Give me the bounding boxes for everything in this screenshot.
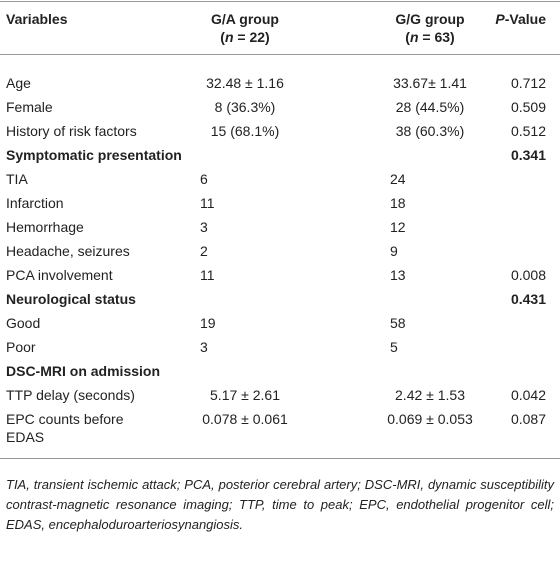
cell: 12 <box>390 218 406 235</box>
table-header: Variables G/A group (n = 22) G/G group (n … <box>0 1 560 55</box>
header-text: G/G group <box>395 11 465 27</box>
cell: 0.042 <box>510 386 546 403</box>
section-label: Neurological status <box>6 290 136 307</box>
cell: TTP delay (seconds) <box>6 386 135 403</box>
header-row: Variables G/A group (n = 22) G/G group (n … <box>0 1 560 55</box>
cell: 13 <box>390 266 406 283</box>
data-table: Variables G/A group (n = 22) G/G group (n … <box>0 1 560 459</box>
cell: 0.512 <box>510 122 546 139</box>
cell: EPC counts before EDAS <box>0 407 185 459</box>
header-cell: P-Value <box>490 2 560 55</box>
cell: 5 <box>390 338 398 355</box>
header-text: = 63) <box>418 29 455 45</box>
header-text: -Value <box>504 11 546 27</box>
row: History of risk factors 15 (68.1%) 38 (60.… <box>0 119 560 143</box>
cell: 15 (68.1%) <box>210 122 280 139</box>
cell: Headache, seizures <box>6 242 130 259</box>
table-body: Age 32.48 ± 1.16 33.67± 1.41 0.712 Female 8 … <box>0 55 560 459</box>
cell: 18 <box>390 194 406 211</box>
cell: 0.087 <box>510 410 546 427</box>
cell: 28 (44.5%) <box>395 98 465 115</box>
cell: History of risk factors <box>6 122 137 139</box>
cell: 0.431 <box>510 290 546 307</box>
cell: 19 <box>200 314 216 331</box>
cell: 3 <box>200 218 208 235</box>
row: TTP delay (seconds) 5.17 ± 2.61 2.42 ± 1.5… <box>0 383 560 407</box>
cell: 9 <box>390 242 398 259</box>
row: Good 19 58 <box>0 311 560 335</box>
cell: 11 <box>200 266 215 283</box>
header-text: ( <box>405 29 410 45</box>
row: Age 32.48 ± 1.16 33.67± 1.41 0.712 <box>0 55 560 95</box>
cell: 38 (60.3%) <box>395 122 465 139</box>
section-label: Symptomatic presentation <box>6 146 182 163</box>
row: Headache, seizures 2 9 <box>0 239 560 263</box>
section-row: Neurological status 0.431 <box>0 287 560 311</box>
cell: Poor <box>6 338 36 355</box>
cell: 0.008 <box>510 266 546 283</box>
cell: PCA involvement <box>6 266 113 283</box>
cell: 11 <box>200 194 215 211</box>
cell: 2.42 ± 1.53 <box>395 386 465 403</box>
section-row: Symptomatic presentation 0.341 <box>0 143 560 167</box>
cell: 58 <box>390 314 406 331</box>
cell: 3 <box>200 338 208 355</box>
row: TIA 6 24 <box>0 167 560 191</box>
cell: 33.67± 1.41 <box>393 75 467 91</box>
cell: Hemorrhage <box>6 218 84 235</box>
cell: TIA <box>6 170 28 187</box>
row: Infarction 11 18 <box>0 191 560 215</box>
row: EPC counts before EDAS 0.078 ± 0.061 0.069… <box>0 407 560 459</box>
cell: Infarction <box>6 194 64 211</box>
cell-text: EPC counts before EDAS <box>6 410 124 445</box>
cell: 8 (36.3%) <box>214 98 276 115</box>
cell: Good <box>6 314 41 331</box>
footnote: TIA, transient ischemic attack; PCA, pos… <box>6 477 554 532</box>
cell: Age <box>6 75 31 91</box>
header-text: n <box>409 29 419 45</box>
row: PCA involvement 11 13 0.008 <box>0 263 560 287</box>
cell: 0.069 ± 0.053 <box>387 410 473 427</box>
section-label: DSC-MRI on admission <box>6 362 161 379</box>
cell: Female <box>6 98 53 115</box>
cell: 0.712 <box>510 75 546 91</box>
header-text: n <box>224 29 234 45</box>
header-text: P <box>495 11 505 27</box>
cell: 32.48 ± 1.16 <box>206 75 284 91</box>
cell: 6 <box>200 170 208 187</box>
cell: 0.341 <box>510 146 546 163</box>
row: Poor 3 5 <box>0 335 560 359</box>
header-cell: Variables <box>6 11 68 27</box>
header-text: = 22) <box>233 29 270 45</box>
header-cell: G/A group (n = 22) <box>185 2 305 55</box>
cell: 0.078 ± 0.061 <box>202 410 288 427</box>
header-cell: G/G group (n = 63) <box>370 2 490 55</box>
row: Female 8 (36.3%) 28 (44.5%) 0.509 <box>0 95 560 119</box>
header-text: G/A group <box>211 11 279 27</box>
cell: 5.17 ± 2.61 <box>210 386 280 403</box>
cell: 2 <box>200 242 208 259</box>
header-text: ( <box>220 29 225 45</box>
cell: 24 <box>390 170 406 187</box>
cell: 0.509 <box>510 98 546 115</box>
row: Hemorrhage 3 12 <box>0 215 560 239</box>
section-row: DSC-MRI on admission <box>0 359 560 383</box>
